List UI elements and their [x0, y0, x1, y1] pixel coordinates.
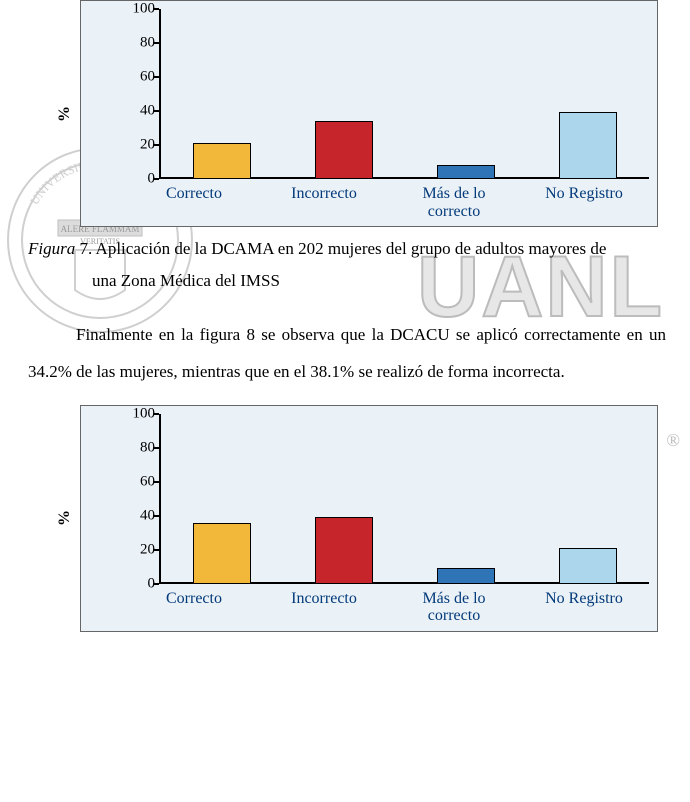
figure7-bar-3	[559, 112, 617, 179]
figure7-caption-number: 7.	[79, 239, 92, 258]
figure7-bars	[161, 9, 649, 179]
figure7-ylabel: %	[56, 106, 74, 122]
figure8-ylabel: %	[56, 510, 74, 526]
figure7-xlabels: CorrectoIncorrectoMás de locorrectoNo Re…	[129, 185, 649, 220]
figure8-ytick: 100	[133, 405, 156, 422]
figure7-xlabel-3: No Registro	[519, 185, 649, 220]
figure7-ytick: 100	[133, 1, 156, 18]
figure7-yticks: 020406080100	[129, 9, 159, 179]
figure8-chart: % 020406080100 CorrectoIncorrectoMás de …	[80, 405, 658, 632]
figure8-bar-0	[193, 523, 251, 583]
figure7-plot-area: 020406080100	[129, 9, 649, 179]
figure8-xlabel-3: No Registro	[519, 590, 649, 625]
figure8-bars	[161, 414, 649, 584]
figure7-chart: % 020406080100 CorrectoIncorrectoMás de …	[80, 0, 658, 227]
figure7-caption: Figura 7. Aplicación de la DCAMA en 202 …	[28, 233, 666, 298]
figure7-xlabel-0: Correcto	[129, 185, 259, 220]
body-paragraph: Finalmente en la figura 8 se observa que…	[28, 316, 666, 391]
figure8-xlabels: CorrectoIncorrectoMás de locorrectoNo Re…	[129, 590, 649, 625]
figure8-yticks: 020406080100	[129, 414, 159, 584]
figure8-bar-2	[437, 568, 495, 584]
figure8-bar-1	[315, 517, 373, 584]
figure7-caption-line1: Aplicación de la DCAMA en 202 mujeres de…	[96, 239, 607, 258]
figure7-xlabel-1: Incorrecto	[259, 185, 389, 220]
figure8-bar-3	[559, 548, 617, 584]
figure7-bar-1	[315, 121, 373, 179]
figure7-caption-line2: una Zona Médica del IMSS	[92, 271, 280, 290]
figure8-xlabel-1: Incorrecto	[259, 590, 389, 625]
figure7-bar-0	[193, 143, 251, 179]
figure7-xlabel-2: Más de locorrecto	[389, 185, 519, 220]
figure7-bar-2	[437, 165, 495, 179]
figure8-xlabel-2: Más de locorrecto	[389, 590, 519, 625]
figure7-caption-label: Figura	[28, 239, 75, 258]
figure8-plot-area: 020406080100	[129, 414, 649, 584]
figure8-xlabel-0: Correcto	[129, 590, 259, 625]
